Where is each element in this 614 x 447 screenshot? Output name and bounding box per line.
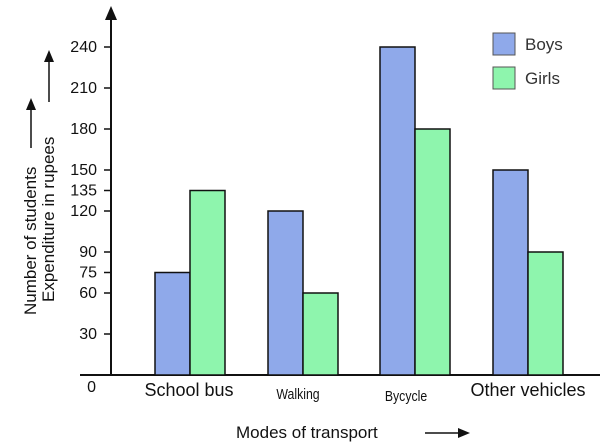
bar-girls-bycycle [414, 128, 451, 376]
y-tick-label-120: 120 [70, 203, 97, 220]
bar-girls-other-vehicles [527, 251, 564, 376]
y-tick-label-60: 60 [79, 285, 97, 302]
category-label-group: School bus Walking Bycycle Other vehicles [144, 380, 585, 404]
y-axis-title-line1: Number of students [21, 167, 40, 315]
x-axis-title-arrow [425, 428, 470, 438]
legend-label-girls: Girls [525, 69, 560, 88]
bar-girls-school-bus [189, 189, 226, 376]
y-tick-label-240: 240 [70, 39, 97, 56]
legend: Boys Girls [492, 32, 563, 90]
y-tick-label-75: 75 [79, 265, 97, 282]
y-tick-label-150: 150 [70, 162, 97, 179]
y-tick-label-135: 135 [70, 183, 97, 200]
legend-label-boys: Boys [525, 35, 563, 54]
y-axis-arrowhead [105, 6, 117, 20]
category-label-bycycle: Bycycle [385, 388, 428, 404]
y-tick-label-90: 90 [79, 244, 97, 261]
category-label-walking: Walking [276, 386, 319, 402]
y-tick-group: 30 60 75 90 120 135 150 180 210 240 [70, 39, 111, 343]
bar-boys-walking [267, 210, 304, 376]
y-tick-label-180: 180 [70, 121, 97, 138]
y-axis-title-arrow-2 [44, 50, 54, 102]
legend-swatch-girls [492, 66, 516, 90]
bar-boys-bycycle [379, 46, 416, 376]
bar-group [154, 46, 564, 376]
category-label-school-bus: School bus [144, 380, 233, 400]
y-tick-label-210: 210 [70, 80, 97, 97]
y-tick-label-30: 30 [79, 326, 97, 343]
bar-boys-school-bus [154, 271, 191, 376]
x-axis-title: Modes of transport [236, 423, 378, 442]
bar-girls-walking [302, 292, 339, 376]
bar-boys-other-vehicles [492, 169, 529, 376]
y-axis-title-line2: Expenditure in rupees [39, 137, 58, 302]
y-axis-title-arrow-1 [26, 98, 36, 148]
legend-swatch-boys [492, 32, 516, 56]
origin-label: 0 [87, 379, 96, 396]
category-label-other-vehicles: Other vehicles [470, 380, 585, 400]
